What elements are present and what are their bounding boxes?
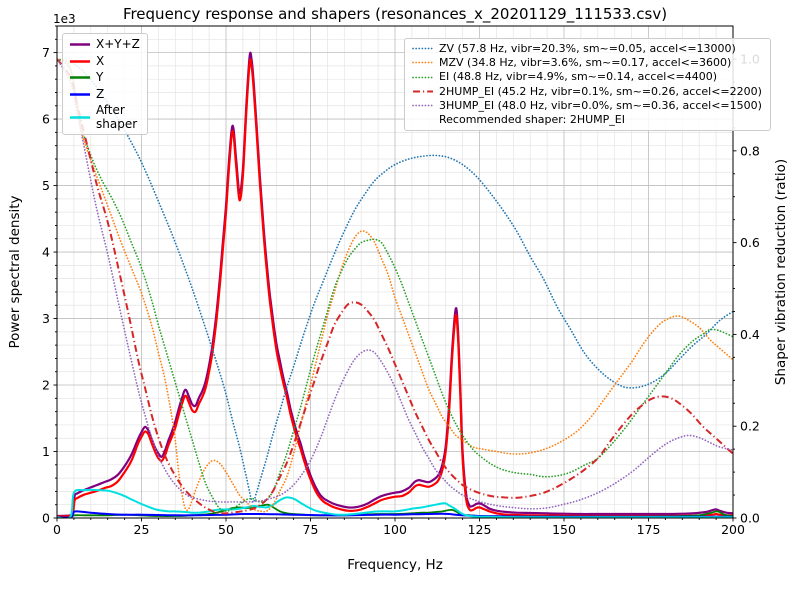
legend-swatch-dotted-line-icon	[412, 47, 434, 50]
y-left-tick-label: 1	[42, 444, 50, 459]
legend-item-label: After shaper	[96, 103, 138, 131]
legend-swatch-solid-line-icon	[70, 93, 90, 96]
x-axis-label: Frequency, Hz	[347, 557, 443, 573]
legend-item: 2HUMP_EI (45.2 Hz, vibr=0.1%, sm~=0.26, …	[412, 85, 762, 98]
x-tick-label: 50	[218, 522, 234, 537]
chart-title: Frequency response and shapers (resonanc…	[122, 5, 668, 23]
y-left-tick-label: 7	[42, 45, 50, 60]
y-right-tick-label: 0.2	[740, 419, 760, 434]
x-tick-label: 125	[468, 522, 492, 537]
y-right-tick-label: 0.8	[740, 143, 760, 158]
legend-item-label: ZV (57.8 Hz, vibr=20.3%, sm~=0.05, accel…	[439, 42, 736, 55]
y-left-tick-label: 0	[42, 511, 50, 526]
legend-item: Z	[69, 86, 140, 102]
legend-footer: Recommended shaper: 2HUMP_EI	[412, 113, 762, 126]
legend-swatch-solid-line-icon	[70, 43, 90, 46]
y-left-tick-label: 4	[42, 245, 50, 260]
legend-item-label: Y	[96, 70, 104, 84]
y-left-tick-label: 5	[42, 178, 50, 193]
y-right-tick-label: 0.4	[740, 327, 760, 342]
y-left-axis-label: Power spectral density	[7, 195, 23, 349]
legend-item: MZV (34.8 Hz, vibr=3.6%, sm~=0.17, accel…	[412, 56, 762, 69]
legend-swatch-dotted-line-icon	[412, 61, 434, 64]
x-tick-label: 200	[721, 522, 745, 537]
legend-swatch-dotted-line-icon	[412, 104, 434, 107]
legend-swatch-dashdot-line-icon	[413, 90, 433, 93]
legend-measured: X+Y+Z X Y Z After shaper	[62, 33, 148, 135]
series-after-shaper	[57, 488, 733, 518]
y-left-tick-label: 2	[42, 378, 50, 393]
series-x	[57, 58, 733, 518]
legend-item: EI (48.8 Hz, vibr=4.9%, sm~=0.14, accel<…	[412, 70, 762, 83]
legend-swatch-solid-line-icon	[70, 60, 90, 63]
series-3hump_ei	[57, 58, 733, 510]
legend-item: X+Y+Z	[69, 37, 140, 52]
legend-item: X	[69, 53, 140, 69]
legend-item: ZV (57.8 Hz, vibr=20.3%, sm~=0.05, accel…	[412, 42, 762, 55]
legend-item-label: X+Y+Z	[96, 37, 140, 51]
legend-item-label: X	[96, 53, 105, 68]
legend-item-label: 3HUMP_EI (48.0 Hz, vibr=0.0%, sm~=0.36, …	[439, 98, 762, 112]
y-right-tick-label: 0.6	[740, 235, 760, 250]
series-x+y+z	[57, 51, 733, 518]
y-right-axis-label: Shaper vibration reduction (ratio)	[773, 158, 789, 386]
x-tick-label: 25	[134, 522, 150, 537]
series-2hump_ei	[57, 58, 733, 515]
x-tick-label: 0	[53, 522, 61, 537]
legend-item: 3HUMP_EI (48.0 Hz, vibr=0.0%, sm~=0.36, …	[412, 99, 762, 112]
recommended-shaper-text: Recommended shaper: 2HUMP_EI	[439, 113, 625, 127]
y-left-offset-text: 1e3	[53, 12, 76, 26]
tick-labels: 0 25 50 75 100 125 150 175 200 0 1 2 3 4 5 6 7 0.0 0.2 0.4 0…	[42, 45, 760, 537]
legend-item: After shaper	[69, 103, 140, 131]
plot-border	[56, 25, 734, 519]
legend-item-label: EI (48.8 Hz, vibr=4.9%, sm~=0.14, accel<…	[439, 70, 717, 84]
legend-item: Y	[69, 70, 140, 85]
grid-minor	[57, 25, 733, 518]
series-ei	[57, 58, 733, 512]
legend-item-label: MZV (34.8 Hz, vibr=3.6%, sm~=0.17, accel…	[439, 56, 732, 70]
y-right-tick-label: 0.0	[740, 511, 760, 526]
legend-item-label: 2HUMP_EI (45.2 Hz, vibr=0.1%, sm~=0.26, …	[439, 84, 762, 98]
x-tick-label: 150	[552, 522, 576, 537]
x-tick-label: 75	[303, 522, 319, 537]
legend-item-label: Z	[96, 86, 105, 101]
y-left-tick-label: 6	[42, 112, 50, 127]
x-tick-label: 175	[637, 522, 661, 537]
legend-swatch-dotted-line-icon	[412, 76, 434, 78]
curves	[57, 51, 733, 518]
legend-swatch-solid-line-icon	[70, 76, 90, 79]
y-left-tick-label: 3	[42, 311, 50, 326]
legend-shapers: ZV (57.8 Hz, vibr=20.3%, sm~=0.05, accel…	[404, 38, 771, 132]
x-tick-label: 100	[383, 522, 407, 537]
legend-swatch-solid-line-icon	[70, 116, 90, 119]
series-mzv	[57, 58, 733, 513]
